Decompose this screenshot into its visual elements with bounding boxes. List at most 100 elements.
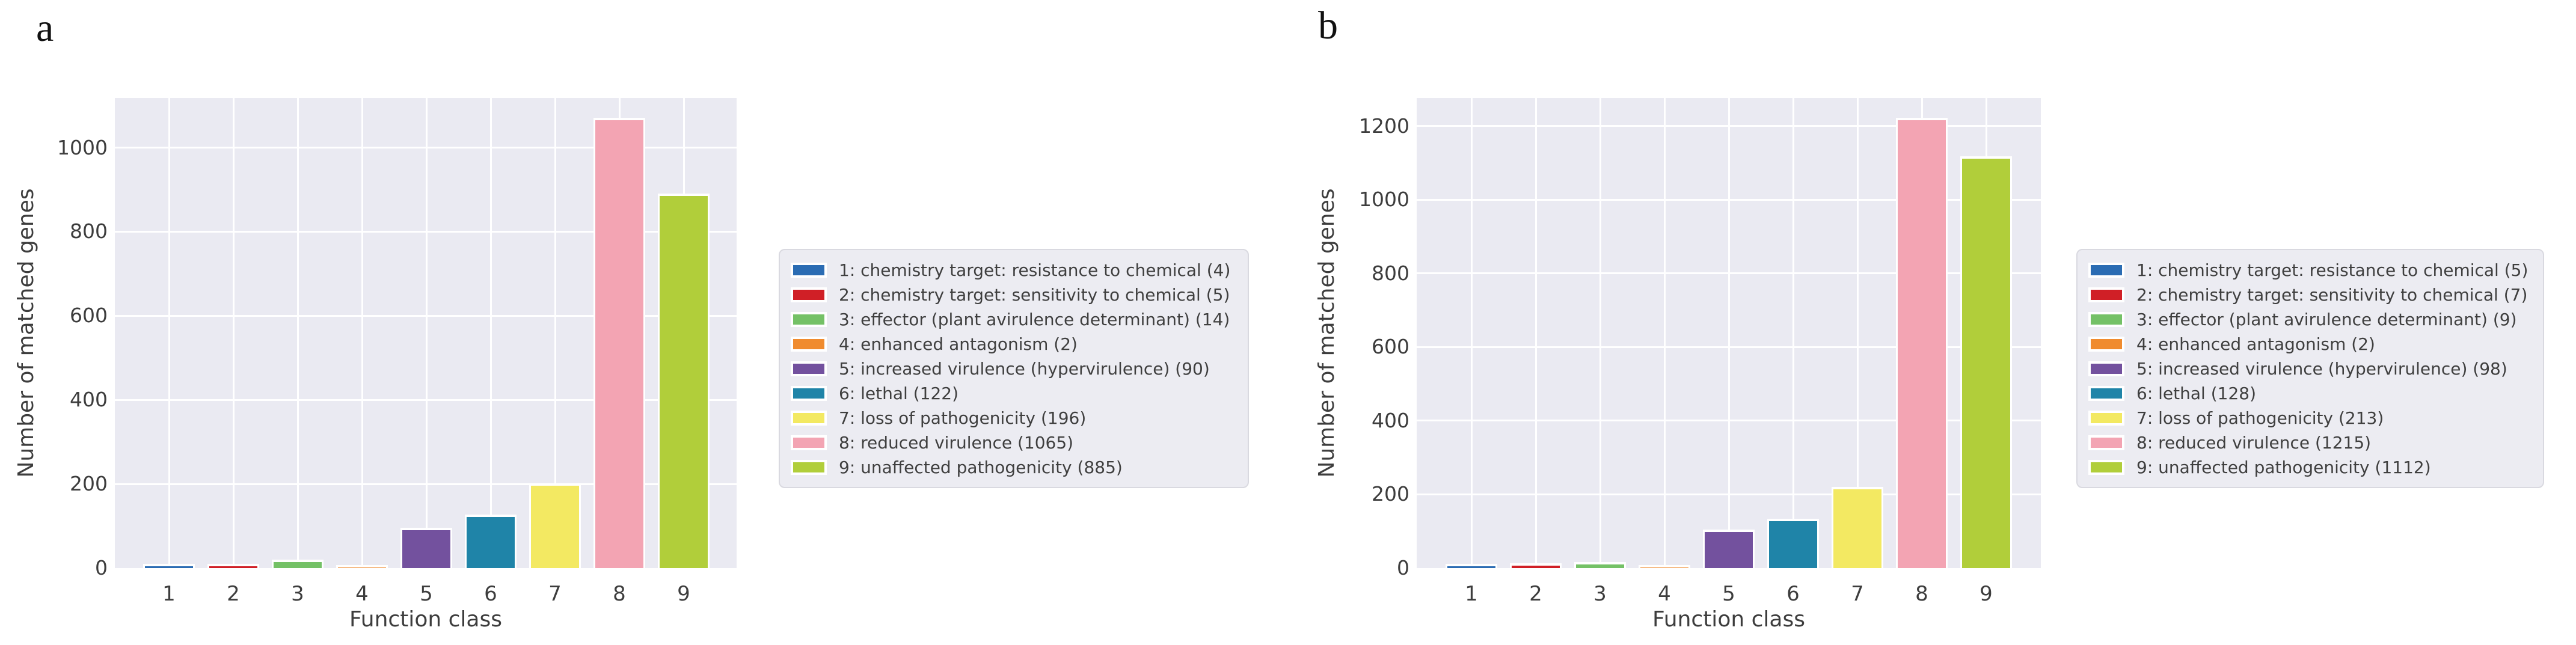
x-tick-label: 1 [162,582,176,606]
y-tick-label: 600 [1372,335,1409,359]
bar-class-8 [593,118,645,568]
bar-class-6 [465,514,517,568]
gridline-vertical [1663,98,1666,568]
legend-label: 2: chemistry target: sensitivity to chem… [839,285,1230,305]
x-tick-label: 5 [1722,582,1735,606]
x-tick-label: 4 [1658,582,1671,606]
x-axis-title: Function class [349,607,502,632]
bar-class-9 [1960,156,2012,568]
bar-class-1 [1446,563,1497,568]
legend-label: 4: enhanced antagonism (2) [839,334,1078,354]
legend-item: 6: lethal (122) [791,381,1248,406]
bar-class-3 [272,560,324,568]
legend-item: 2: chemistry target: sensitivity to chem… [2088,283,2543,307]
legend-swatch-icon [791,287,827,302]
legend-swatch-icon [2088,435,2124,450]
bar-class-7 [1832,487,1883,568]
x-tick-label: 4 [355,582,369,606]
plot-area [1417,98,2041,568]
legend-item: 4: enhanced antagonism (2) [791,332,1248,356]
legend-swatch-icon [2088,411,2124,426]
panel-label: b [1318,4,1338,47]
bar-class-4 [1639,564,1690,568]
legend-label: 1: chemistry target: resistance to chemi… [839,260,1231,280]
y-tick-label: 1000 [57,135,108,159]
gridline-horizontal [1417,493,2041,495]
y-tick-label: 400 [70,388,108,412]
legend-swatch-icon [2088,287,2124,302]
bar-class-1 [143,564,195,568]
legend-item: 9: unaffected pathogenicity (885) [791,455,1248,480]
gridline-horizontal [1417,125,2041,127]
y-tick-label: 600 [70,304,108,328]
legend-label: 6: lethal (128) [2136,384,2257,403]
y-tick-label: 1200 [1359,114,1409,138]
bar-class-3 [1574,562,1626,568]
x-tick-label: 7 [548,582,562,606]
gridline-horizontal [115,230,737,233]
legend-item: 5: increased virulence (hypervirulence) … [2088,356,2543,381]
gridline-horizontal [1417,420,2041,422]
x-tick-label: 9 [677,582,690,606]
legend-label: 5: increased virulence (hypervirulence) … [2136,359,2507,379]
legend-item: 8: reduced virulence (1215) [2088,430,2543,455]
gridline-horizontal [1417,346,2041,348]
x-tick-label: 1 [1465,582,1478,606]
y-tick-label: 1000 [1359,188,1409,212]
y-tick-label: 200 [1372,482,1409,506]
legend-label: 9: unaffected pathogenicity (885) [839,457,1123,477]
legend-label: 4: enhanced antagonism (2) [2136,334,2375,354]
gridline-vertical [425,98,428,568]
y-axis-title: Number of matched genes [1314,188,1339,478]
bar-class-5 [400,528,452,568]
gridline-vertical [1728,98,1730,568]
y-tick-label: 0 [1397,556,1409,579]
y-tick-label: 200 [70,472,108,496]
legend-swatch-icon [791,386,827,401]
legend-label: 8: reduced virulence (1065) [839,433,1074,453]
panel-b: b Number of matched genes Function class… [1288,0,2576,645]
gridline-horizontal [1417,198,2041,201]
gridline-vertical [232,98,235,568]
x-axis-title: Function class [1652,607,1805,632]
legend-swatch-icon [791,361,827,376]
legend-item: 4: enhanced antagonism (2) [2088,332,2543,356]
legend-box: 1: chemistry target: resistance to chemi… [779,249,1249,488]
gridline-vertical [168,98,170,568]
x-tick-label: 2 [227,582,240,606]
bar-class-9 [658,193,710,568]
legend-label: 5: increased virulence (hypervirulence) … [839,359,1210,379]
panel-label: a [36,6,54,50]
gridline-horizontal [115,147,737,149]
legend-item: 6: lethal (128) [2088,381,2543,406]
gridline-horizontal [115,483,737,485]
legend-label: 7: loss of pathogenicity (196) [839,408,1087,428]
x-tick-label: 2 [1529,582,1542,606]
bar-class-2 [1510,563,1562,568]
legend-label: 3: effector (plant avirulence determinan… [2136,310,2517,329]
gridline-vertical [1599,98,1601,568]
legend-item: 9: unaffected pathogenicity (1112) [2088,455,2543,480]
gridline-vertical [296,98,299,568]
legend-label: 9: unaffected pathogenicity (1112) [2136,457,2431,477]
gridline-vertical [1856,98,1859,568]
legend-item: 2: chemistry target: sensitivity to chem… [791,283,1248,307]
legend-box: 1: chemistry target: resistance to chemi… [2076,249,2544,488]
gridline-vertical [1792,98,1794,568]
legend-swatch-icon [2088,263,2124,278]
x-tick-label: 8 [613,582,626,606]
legend-swatch-icon [791,263,827,278]
gridline-horizontal [1417,272,2041,275]
legend-swatch-icon [791,411,827,426]
bar-class-8 [1896,118,1948,568]
gridline-horizontal [115,314,737,317]
x-tick-label: 3 [1593,582,1607,606]
legend-item: 1: chemistry target: resistance to chemi… [2088,258,2543,283]
gridline-vertical [1470,98,1473,568]
bar-class-7 [529,483,581,568]
gridline-vertical [1535,98,1537,568]
y-axis-title: Number of matched genes [14,188,38,478]
x-tick-label: 8 [1915,582,1928,606]
bar-class-2 [207,563,259,568]
